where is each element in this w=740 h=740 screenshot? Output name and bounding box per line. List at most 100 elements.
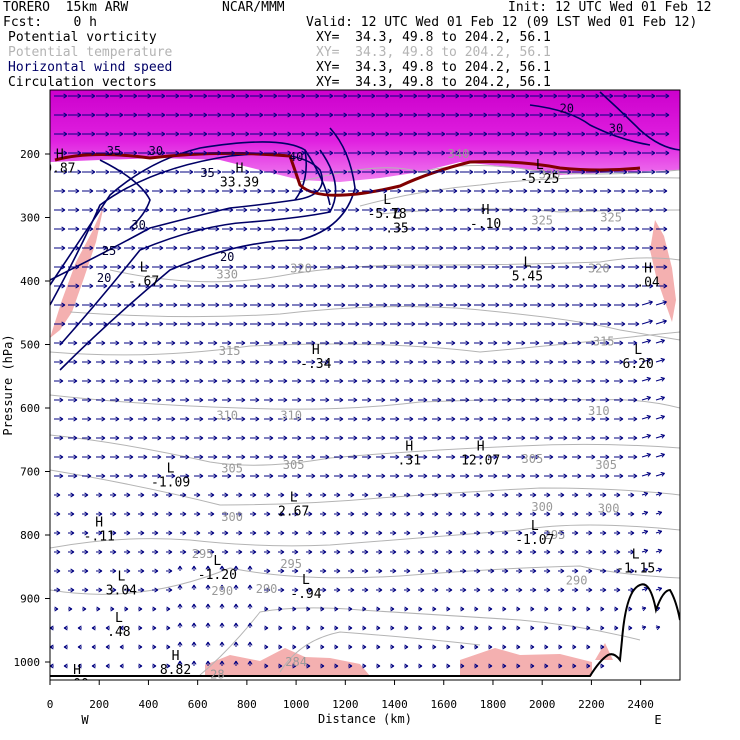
wind-vector: [502, 245, 514, 251]
wind-vector: [348, 283, 360, 289]
wind-vector: [530, 169, 544, 175]
wind-vector: [124, 568, 131, 574]
wind-vector: [376, 511, 383, 517]
wind-vector: [180, 321, 192, 327]
wind-vector: [628, 625, 633, 631]
wind-vector: [250, 264, 262, 270]
wind-vector: [348, 321, 360, 327]
wind-vector: [432, 359, 442, 365]
wind-vector: [320, 587, 327, 593]
wind-vector: [278, 264, 290, 270]
pv-extremum: L2.67: [278, 490, 309, 519]
wind-vector: [334, 663, 339, 669]
wind-vector: [96, 511, 103, 517]
wind-vector: [82, 378, 92, 384]
wind-vector: [544, 549, 551, 555]
wind-vector: [82, 131, 96, 137]
wind-vector: [278, 587, 285, 593]
wind-vector: [348, 473, 358, 479]
wind-vector: [124, 150, 138, 156]
wind-vector: [222, 549, 229, 555]
west-end-label: W: [81, 713, 89, 727]
wind-vector: [292, 397, 302, 403]
wind-vector: [166, 283, 178, 289]
wind-vector: [152, 321, 164, 327]
wind-vector: [334, 226, 346, 232]
wind-vector: [138, 283, 150, 289]
wind-vector: [306, 378, 316, 384]
wind-vector: [222, 188, 234, 194]
wind-speed-contour-label: 30: [609, 122, 623, 136]
wind-vector: [278, 454, 288, 460]
field-name-theta: Potential temperature: [8, 45, 173, 60]
wind-vector: [138, 112, 152, 118]
wind-vector: [236, 188, 248, 194]
wind-vector: [530, 188, 542, 194]
wind-vector: [96, 378, 106, 384]
wind-vector: [460, 245, 472, 251]
wind-vector: [586, 112, 600, 118]
wind-vector: [544, 625, 549, 631]
wind-vector: [110, 435, 120, 441]
wind-vector: [600, 416, 610, 422]
wind-vector: [446, 587, 453, 593]
wind-vector: [152, 606, 157, 612]
wind-vector: [600, 264, 612, 270]
x-tick-label: 400: [139, 698, 159, 711]
wind-vector: [404, 606, 409, 612]
wind-vector: [264, 131, 278, 137]
wind-vector: [516, 226, 528, 232]
wind-vector: [600, 473, 610, 479]
wind-vector: [180, 302, 192, 308]
wind-vector: [488, 606, 493, 612]
wind-vector: [376, 587, 383, 593]
wind-vector: [306, 245, 318, 251]
wind-vector: [348, 606, 353, 612]
wind-vector: [390, 511, 397, 517]
pv-extremum: L-.67: [128, 260, 159, 289]
wind-vector: [390, 226, 402, 232]
theta-contour: [299, 164, 680, 183]
wind-vector: [390, 321, 402, 327]
wind-vector: [614, 93, 628, 99]
wind-vector: [418, 302, 430, 308]
wind-vector: [474, 473, 484, 479]
wind-vector: [292, 226, 304, 232]
extremum-type: L: [213, 554, 221, 569]
wind-vector: [110, 359, 120, 365]
wind-vector: [362, 226, 374, 232]
wind-vector: [418, 226, 430, 232]
wind-vector: [264, 416, 274, 422]
wind-vector: [68, 283, 80, 289]
wind-vector: [334, 207, 346, 213]
wind-vector: [502, 131, 516, 137]
wind-vector: [292, 359, 302, 365]
pv-extremum: L.48: [107, 611, 130, 640]
wind-vector: [306, 188, 318, 194]
pv-high-shading: [50, 90, 680, 182]
wind-vector: [222, 492, 229, 498]
wind-vector: [219, 622, 225, 628]
wind-vector: [572, 112, 586, 118]
wind-vector: [194, 473, 204, 479]
extremum-type: H: [405, 439, 413, 454]
wind-vector: [572, 302, 584, 308]
wind-vector: [572, 663, 577, 669]
wind-vector: [82, 150, 96, 156]
wind-vector: [306, 131, 320, 137]
wind-vector: [233, 584, 239, 590]
wind-vector: [655, 357, 665, 363]
wind-vector: [390, 492, 397, 498]
wind-vector: [152, 473, 162, 479]
theta-contour: [279, 631, 481, 673]
wind-vector: [205, 660, 211, 666]
wind-vector: [404, 511, 411, 517]
wind-vector: [68, 397, 78, 403]
wind-speed-contour: [50, 153, 323, 306]
wind-vector: [376, 530, 383, 536]
wind-vector: [488, 169, 502, 175]
wind-vector: [191, 584, 197, 590]
wind-vector: [180, 435, 190, 441]
wind-vector: [600, 625, 605, 631]
